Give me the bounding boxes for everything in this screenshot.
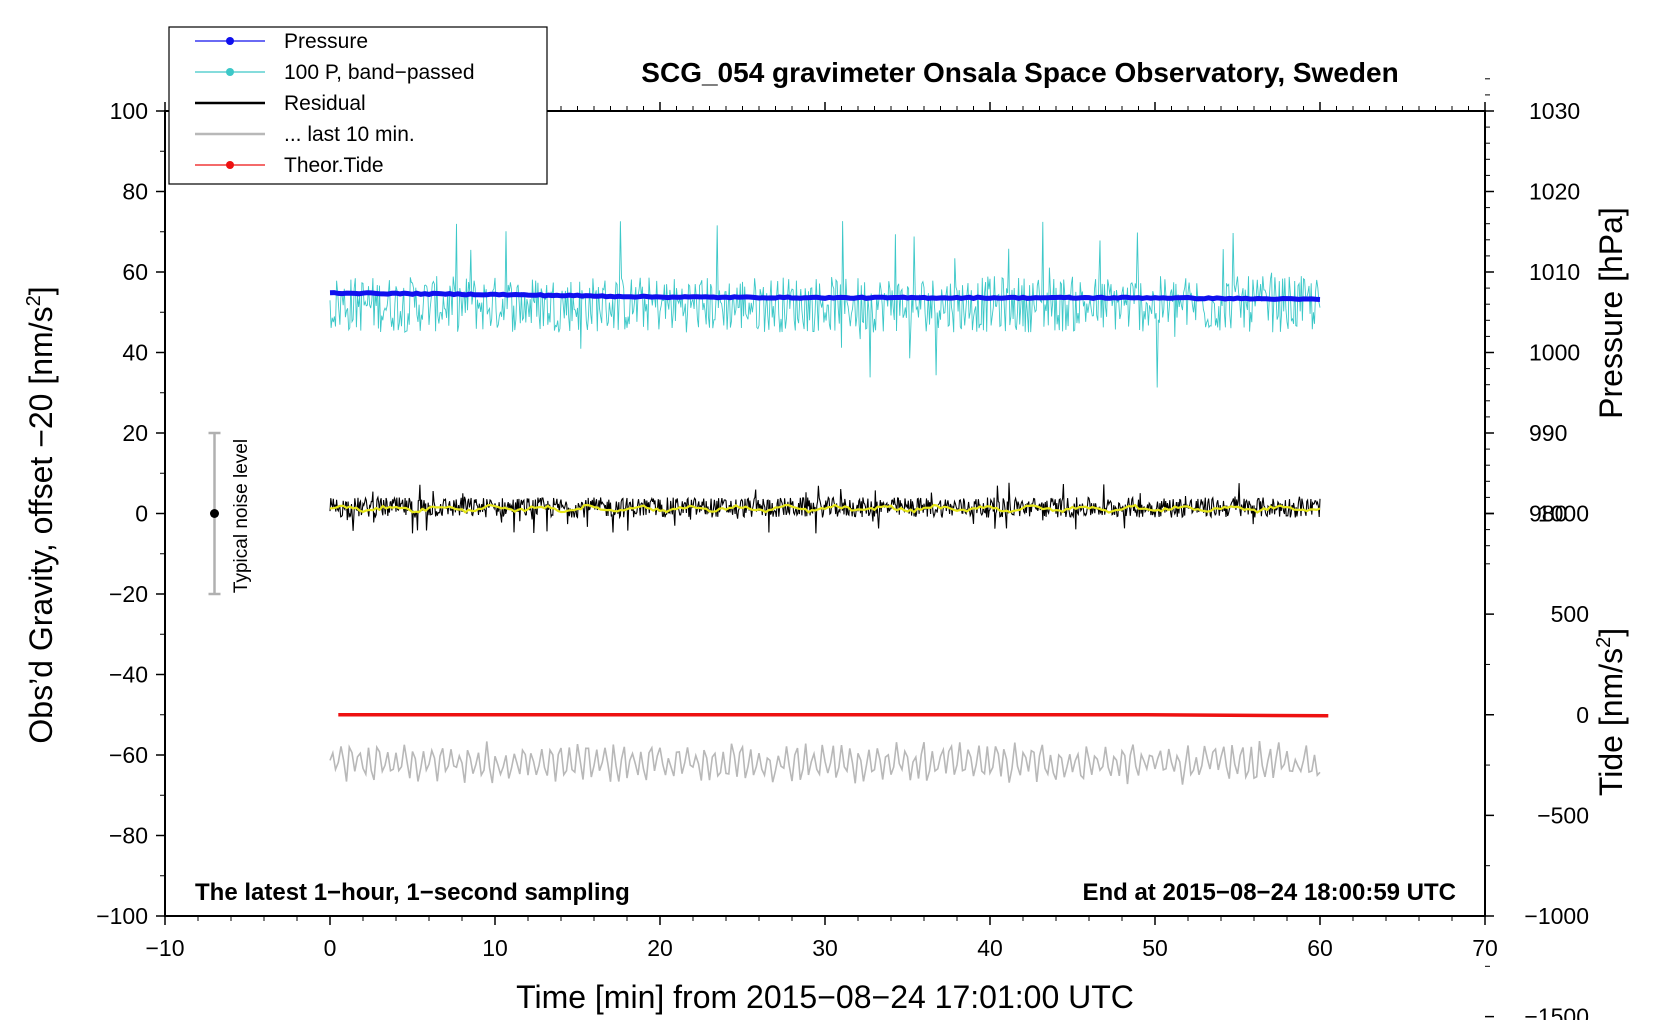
pressure-tick-label: 1010 (1529, 259, 1580, 285)
series-residual-smoothed (329, 503, 1321, 514)
legend-label: Pressure (284, 30, 368, 53)
y-tick-label: −100 (96, 903, 148, 929)
pressure-tick-label: 990 (1529, 420, 1567, 446)
y-tick-label: 20 (122, 420, 148, 446)
series-pressure (329, 290, 1321, 302)
legend-marker (226, 37, 234, 45)
series-theor-tide (338, 713, 1329, 718)
legend-box (168, 26, 548, 185)
x-tick-label: −10 (145, 935, 184, 961)
x-tick-label: 70 (1472, 935, 1498, 961)
x-tick-label: 30 (812, 935, 838, 961)
tide-tick-label: −1500 (1524, 1004, 1589, 1020)
tide-tick-label: −1000 (1524, 903, 1589, 929)
chart-title: SCG_054 gravimeter Onsala Space Observat… (641, 57, 1398, 88)
annotation-left: The latest 1−hour, 1−second sampling (195, 879, 630, 906)
y-tick-label: 40 (122, 340, 148, 366)
x-tick-label: 50 (1142, 935, 1168, 961)
pressure-tick-label: 1030 (1529, 98, 1580, 124)
pressure-axis-ticks: 980 990 1000 1010 1020 1030 (1485, 78, 1580, 547)
tide-tick-label: −500 (1537, 802, 1589, 828)
series-last-10-min (329, 741, 1321, 785)
x-tick-label: 40 (977, 935, 1003, 961)
series-band-passed (329, 221, 1321, 388)
y-tick-label: 0 (135, 501, 148, 527)
pressure-tick-label: 1000 (1529, 340, 1580, 366)
y-tick-label: −40 (109, 662, 148, 688)
plot-frame (164, 110, 1486, 917)
y-tick-label: −20 (109, 581, 148, 607)
y-tick-label: 60 (122, 259, 148, 285)
x-tick-label: 20 (647, 935, 673, 961)
x-tick-label: 60 (1307, 935, 1333, 961)
y-axis-title-tide: Tide [nm/s2] (1593, 628, 1629, 796)
pressure-tick-label: 1020 (1529, 179, 1580, 205)
x-tick-label: 0 (324, 935, 337, 961)
legend-label: Theor.Tide (284, 154, 384, 177)
noise-bar-center-dot (210, 509, 219, 518)
y-axis-title-pressure: Pressure [hPa] (1593, 207, 1629, 419)
noise-bar-label: Typical noise level (231, 439, 252, 593)
y-tick-label: −80 (109, 823, 148, 849)
legend-label: Residual (284, 92, 366, 115)
pressure-tick-label: 980 (1529, 501, 1567, 527)
legend-label: ... last 10 min. (284, 123, 415, 146)
legend-label: 100 P, band−passed (284, 61, 475, 84)
legend-marker (226, 161, 234, 169)
x-axis-ticks: −10 0 10 20 30 40 50 60 70 (145, 102, 1498, 961)
legend-marker (226, 68, 234, 76)
tide-tick-label: 1000 (1538, 501, 1589, 527)
noise-bar (208, 431, 221, 596)
y-tick-label: 80 (122, 179, 148, 205)
tide-axis-ticks: −1500 −1000 −500 0 500 1000 (1485, 501, 1589, 1020)
y-tick-label: 100 (110, 98, 148, 124)
y-axis-ticks: −100 −80 −60 −40 −20 0 20 40 60 80 100 (96, 98, 165, 929)
tide-tick-label: 500 (1551, 601, 1589, 627)
x-tick-label: 10 (482, 935, 508, 961)
y-tick-label: −60 (109, 742, 148, 768)
annotation-right: End at 2015−08−24 18:00:59 UTC (1082, 879, 1456, 906)
tide-tick-label: 0 (1576, 702, 1589, 728)
series-group (329, 221, 1329, 785)
legend: Pressure 100 P, band−passed Residual ... la… (168, 26, 548, 185)
x-axis-title: Time [min] from 2015−08−24 17:01:00 UTC (516, 979, 1134, 1015)
y-axis-title-left: Obs’d Gravity, offset −20 [nm/s2] (23, 286, 59, 743)
